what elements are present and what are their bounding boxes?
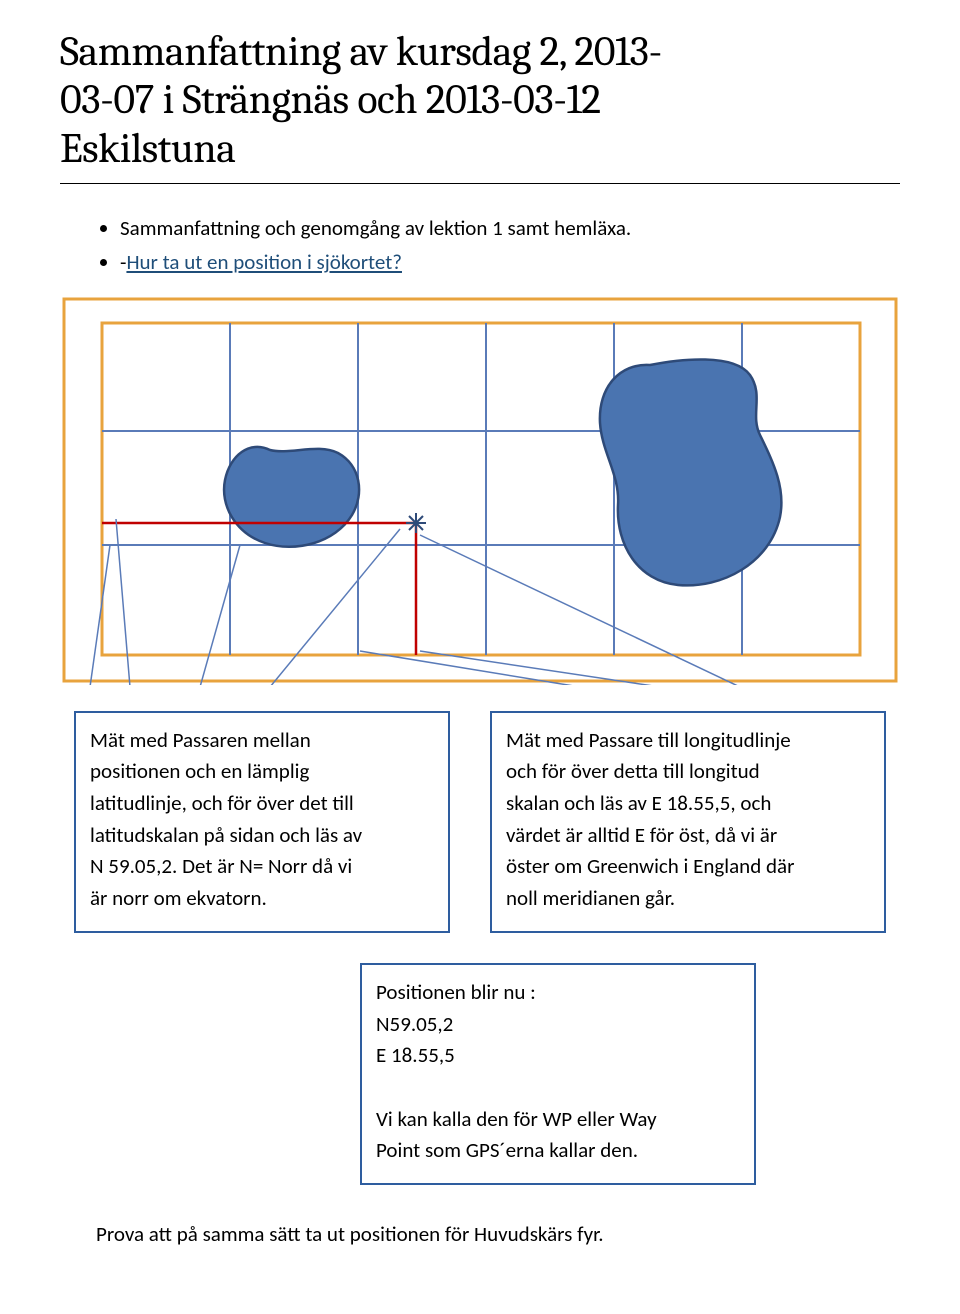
right-l2: och för över detta till longitud <box>506 758 870 786</box>
leader-2 <box>116 519 130 685</box>
title-line-3: Eskilstuna <box>60 124 235 173</box>
island-left <box>224 446 359 546</box>
position-star <box>406 513 426 533</box>
left-l2: positionen och en lämplig <box>90 758 434 786</box>
left-l4: latitudskalan på sidan och läs av <box>90 822 434 850</box>
left-l1: Mät med Passaren mellan <box>90 727 434 755</box>
center-l1: Positionen blir nu : <box>376 979 740 1007</box>
center-l5: Vi kan kalla den för WP eller Way <box>376 1106 740 1134</box>
center-l4 <box>376 1074 740 1102</box>
title-underline <box>60 183 900 184</box>
leader-1 <box>90 545 110 685</box>
right-l1: Mät med Passare till longitudlinje <box>506 727 870 755</box>
left-l6: är norr om ekvatorn. <box>90 885 434 913</box>
info-box-center: Positionen blir nu : N59.05,2 E 18.55,5 … <box>360 963 756 1185</box>
center-l6: Point som GPS´erna kallar den. <box>376 1137 740 1165</box>
bullet-list: Sammanfattning och genomgång av lektion … <box>120 214 900 277</box>
footer-text: Prova att på samma sätt ta ut positionen… <box>96 1221 900 1247</box>
right-l6: noll meridianen går. <box>506 885 870 913</box>
bullet2-link[interactable]: Hur ta ut en position i sjökortet? <box>126 249 402 275</box>
info-box-left: Mät med Passaren mellan positionen och e… <box>74 711 450 933</box>
right-l3: skalan och läs av E 18.55,5, och <box>506 790 870 818</box>
chart-svg <box>60 295 900 685</box>
left-l3: latitudlinje, och för över det till <box>90 790 434 818</box>
center-l2: N59.05,2 <box>376 1011 740 1039</box>
island-right <box>600 359 782 585</box>
right-l4: värdet är alltid E för öst, då vi är <box>506 822 870 850</box>
leader-3 <box>200 545 240 685</box>
chart-diagram <box>60 295 900 685</box>
center-l3: E 18.55,5 <box>376 1042 740 1070</box>
page-title: Sammanfattning av kursdag 2, 2013- 03-07… <box>60 28 900 173</box>
bullet-item-1: Sammanfattning och genomgång av lektion … <box>120 214 900 242</box>
title-line-1: Sammanfattning av kursdag 2, 2013- <box>60 27 662 76</box>
left-l5: N 59.05,2. Det är N= Norr då vi <box>90 853 434 881</box>
bullet-item-2: -Hur ta ut en position i sjökortet? <box>120 248 900 276</box>
info-box-right: Mät med Passare till longitudlinje och f… <box>490 711 886 933</box>
right-l5: öster om Greenwich i England där <box>506 853 870 881</box>
title-line-2: 03-07 i Strängnäs och 2013-03-12 <box>60 75 601 124</box>
info-boxes-row: Mät med Passaren mellan positionen och e… <box>74 711 886 933</box>
leader-4 <box>270 529 400 685</box>
